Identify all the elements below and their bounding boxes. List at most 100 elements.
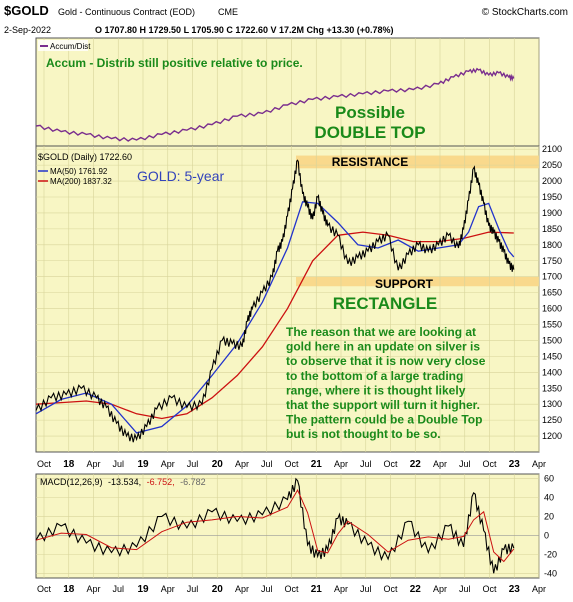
commentary-line: but is not thought to be so. [286, 427, 441, 441]
price-tick-label: 1500 [542, 335, 562, 345]
commentary-line: to the bottom of a large trading [286, 369, 463, 383]
price-tick-label: 1950 [542, 192, 562, 202]
x-tick-label: Jul [459, 584, 471, 594]
price-tick-label: 1450 [542, 351, 562, 361]
x-tick-label: Apr [161, 584, 175, 594]
x-tick-label: Oct [37, 584, 52, 594]
macd-signal-line [35, 489, 515, 563]
support-label: SUPPORT [375, 277, 434, 291]
price-x-axis: Oct 18 Apr Jul 19 Apr Jul 20 Apr Jul Oct 21 Apr Jul Oc… [37, 459, 546, 470]
macd-legend-signal: -6.752, [147, 477, 175, 487]
resistance-label: RESISTANCE [332, 155, 408, 169]
commentary-line: range, where it is thought likely [286, 383, 466, 397]
macd-tick-label: 0 [544, 530, 549, 540]
x-tick-label: Apr [433, 459, 447, 469]
accum-legend: Accum/Dist [50, 42, 91, 51]
macd-tick-label: 60 [544, 474, 554, 484]
macd-tick-label: 40 [544, 493, 554, 503]
x-tick-label: Jul [360, 459, 372, 469]
x-tick-label: Oct [37, 459, 52, 469]
rectangle-label: RECTANGLE [333, 294, 438, 313]
x-tick-label: Jul [261, 584, 273, 594]
price-tick-label: 1400 [542, 367, 562, 377]
price-tick-label: 1250 [542, 415, 562, 425]
price-grid [36, 146, 540, 452]
copyright-label: © StockCharts.com [482, 7, 568, 18]
x-tick-label: Oct [482, 459, 497, 469]
x-tick-label: 18 [63, 584, 75, 595]
x-tick-label: Jul [187, 459, 199, 469]
x-tick-label: 20 [212, 459, 224, 470]
commentary-line: that the support will turn it higher. [286, 398, 480, 412]
ma200-legend: MA(200) 1837.32 [50, 177, 112, 186]
price-tick-label: 1350 [542, 383, 562, 393]
price-tick-label: 1200 [542, 431, 562, 441]
commentary-line: gold here in an update on silver is [286, 340, 480, 354]
x-tick-label: Jul [112, 584, 124, 594]
x-tick-label: 21 [311, 459, 323, 470]
x-tick-label: Apr [532, 459, 546, 469]
macd-legend: MACD(12,26,9) -13.534, -6.752, -6.782 [40, 477, 206, 487]
contract-name: Gold - Continuous Contract (EOD) [58, 7, 195, 17]
macd-line [35, 477, 515, 574]
macd-x-axis: Oct 18 Apr Jul 19 Apr Jul 20 Apr Jul Oct 21 Apr Jul Oc… [37, 584, 546, 595]
macd-axis: 60 40 20 0 -20 -40 [544, 474, 557, 579]
date-label: 2-Sep-2022 [4, 25, 51, 35]
commentary-line: The pattern could be a Double Top [286, 413, 482, 427]
x-tick-label: 18 [63, 459, 75, 470]
price-tick-label: 2000 [542, 176, 562, 186]
commentary-line: to observe that it is now very close [286, 354, 486, 368]
x-tick-label: Oct [482, 584, 497, 594]
macd-legend-value: -13.534, [108, 477, 141, 487]
ma200-line [35, 231, 514, 420]
accum-panel [35, 37, 540, 147]
quote-line: O 1707.80 H 1729.50 L 1705.90 C 1722.60 … [95, 25, 394, 35]
macd-tick-label: -40 [544, 568, 557, 578]
x-tick-label: Apr [235, 584, 249, 594]
x-tick-label: 19 [137, 459, 149, 470]
x-tick-label: Jul [261, 459, 273, 469]
macd-tick-label: -20 [544, 549, 557, 559]
x-tick-label: Oct [383, 584, 398, 594]
double-top-line1: Possible [335, 103, 405, 122]
x-tick-label: 21 [311, 584, 323, 595]
accum-legend-bg [38, 40, 88, 51]
x-tick-label: 23 [509, 459, 521, 470]
price-legend: $GOLD (Daily) 1722.60 [38, 152, 132, 162]
macd-legend-hist: -6.782 [180, 477, 206, 487]
macd-panel [35, 473, 540, 579]
symbol-title: $GOLD [4, 3, 49, 18]
x-tick-label: Oct [383, 459, 398, 469]
x-tick-label: 20 [212, 584, 224, 595]
gold-label: GOLD: 5-year [137, 168, 224, 184]
x-tick-label: Apr [86, 459, 100, 469]
x-tick-label: Apr [334, 459, 348, 469]
macd-grid [36, 474, 540, 578]
accum-annotation: Accum - Distrib still positive relative … [46, 56, 303, 70]
x-tick-label: Apr [433, 584, 447, 594]
price-tick-label: 2100 [542, 144, 562, 154]
price-tick-label: 1850 [542, 224, 562, 234]
x-tick-label: Jul [360, 584, 372, 594]
x-tick-label: Oct [284, 584, 299, 594]
support-band [296, 276, 539, 287]
price-tick-label: 1600 [542, 304, 562, 314]
x-tick-label: 19 [137, 584, 149, 595]
x-tick-label: Apr [334, 584, 348, 594]
x-tick-label: 22 [410, 584, 422, 595]
x-tick-label: Oct [284, 459, 299, 469]
x-tick-label: Jul [459, 459, 471, 469]
x-tick-label: Apr [532, 584, 546, 594]
double-top-line2: DOUBLE TOP [314, 123, 425, 142]
price-tick-label: 1900 [542, 208, 562, 218]
x-tick-label: 22 [410, 459, 422, 470]
macd-legend-label: MACD(12,26,9) [40, 477, 103, 487]
price-tick-label: 1550 [542, 320, 562, 330]
price-tick-label: 1700 [542, 272, 562, 282]
exchange-label: CME [218, 7, 238, 17]
price-tick-label: 2050 [542, 160, 562, 170]
price-line [35, 159, 515, 443]
ma50-legend: MA(50) 1761.92 [50, 167, 108, 176]
price-tick-label: 1750 [542, 256, 562, 266]
